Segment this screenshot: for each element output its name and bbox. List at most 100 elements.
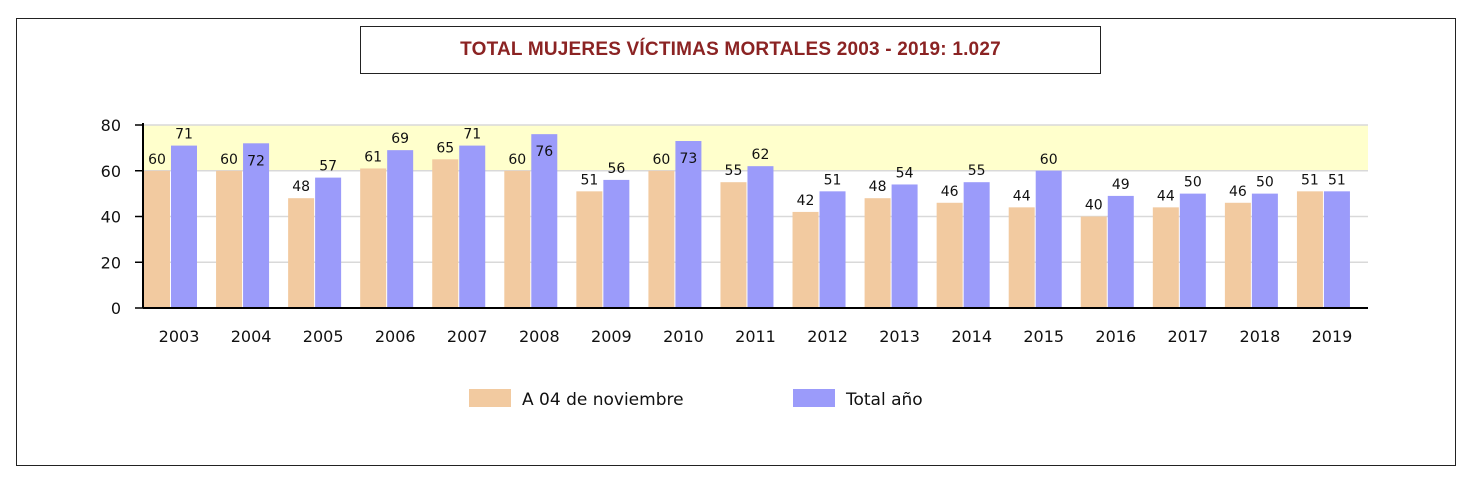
- data-label-b-2013: 54: [896, 165, 914, 181]
- bar-b-2013: [891, 184, 918, 308]
- data-label-a-2013: 48: [869, 179, 887, 195]
- data-label-b-2005: 57: [319, 159, 337, 175]
- data-label-b-2014: 55: [968, 163, 986, 179]
- bar-b-2015: [1035, 170, 1062, 308]
- bar-a-2012: [792, 211, 819, 308]
- bar-b-2017: [1179, 193, 1206, 308]
- data-label-a-2010: 60: [652, 152, 670, 168]
- x-tick-label-2007: 2007: [447, 327, 488, 346]
- bar-a-2015: [1008, 207, 1035, 308]
- y-tick-label-20: 20: [101, 253, 121, 272]
- data-label-b-2007: 71: [463, 127, 481, 143]
- data-label-b-2011: 62: [752, 147, 770, 163]
- bar-a-2004: [216, 170, 243, 308]
- data-label-b-2012: 51: [824, 172, 842, 188]
- data-label-a-2007: 65: [436, 140, 454, 156]
- axes: [142, 123, 1368, 309]
- x-tick-label-2008: 2008: [519, 327, 560, 346]
- data-label-b-2017: 50: [1184, 175, 1202, 191]
- bars: [144, 134, 1350, 308]
- bar-a-2006: [360, 168, 387, 308]
- data-label-b-2009: 56: [607, 161, 625, 177]
- data-label-b-2003: 71: [175, 127, 193, 143]
- x-tick-label-2018: 2018: [1240, 327, 1281, 346]
- legend-swatch-a: [469, 389, 511, 407]
- data-label-a-2005: 48: [292, 179, 310, 195]
- bar-a-2018: [1224, 202, 1251, 308]
- x-tick-label-2010: 2010: [663, 327, 704, 346]
- x-tick-label-2009: 2009: [591, 327, 632, 346]
- bar-a-2011: [720, 182, 747, 308]
- plot-band: [143, 125, 1368, 171]
- y-tick-label-60: 60: [101, 162, 121, 181]
- data-label-b-2008: 76: [535, 144, 553, 160]
- y-tick-label-80: 80: [101, 116, 121, 135]
- bar-b-2005: [315, 177, 342, 308]
- data-label-a-2008: 60: [508, 152, 526, 168]
- data-label-b-2016: 49: [1112, 177, 1130, 193]
- bar-a-2007: [432, 159, 459, 308]
- x-tick-label-2011: 2011: [735, 327, 776, 346]
- data-label-b-2015: 60: [1040, 152, 1058, 168]
- bar-b-2007: [459, 145, 486, 308]
- data-label-a-2017: 44: [1157, 188, 1175, 204]
- data-label-b-2010: 73: [679, 151, 697, 167]
- bar-b-2019: [1323, 191, 1350, 308]
- x-tick-label-2015: 2015: [1023, 327, 1064, 346]
- bar-a-2016: [1080, 216, 1107, 308]
- legend-label-b: Total año: [845, 390, 923, 410]
- x-tick-label-2013: 2013: [879, 327, 920, 346]
- data-label-a-2009: 51: [580, 172, 598, 188]
- bar-b-2012: [819, 191, 846, 308]
- bar-a-2017: [1152, 207, 1179, 308]
- legend: A 04 de noviembre Total año: [469, 389, 923, 410]
- bar-b-2018: [1251, 193, 1278, 308]
- data-label-b-2018: 50: [1256, 175, 1274, 191]
- data-label-a-2015: 44: [1013, 188, 1031, 204]
- chart-title: TOTAL MUJERES VÍCTIMAS MORTALES 2003 - 2…: [460, 39, 1001, 60]
- bar-b-2011: [747, 166, 774, 308]
- data-label-b-2004: 72: [247, 153, 265, 169]
- data-label-a-2006: 61: [364, 149, 382, 165]
- legend-swatch-b: [793, 389, 835, 407]
- y-tick-label-0: 0: [111, 299, 121, 318]
- x-tick-label-2014: 2014: [951, 327, 992, 346]
- bar-b-2009: [603, 179, 630, 308]
- bar-b-2004: [243, 143, 270, 308]
- bar-b-2016: [1107, 195, 1134, 308]
- chart-title-box: TOTAL MUJERES VÍCTIMAS MORTALES 2003 - 2…: [360, 26, 1101, 74]
- x-tick-label-2016: 2016: [1095, 327, 1136, 346]
- x-axis-ticks: 2003 2004 2005 2006 2007 2008 2009 2010 2011 2012…: [159, 327, 1353, 346]
- bar-b-2010: [675, 141, 702, 308]
- data-label-a-2016: 40: [1085, 198, 1103, 214]
- x-tick-label-2019: 2019: [1312, 327, 1353, 346]
- data-label-a-2011: 55: [725, 163, 743, 179]
- y-axis-ticks: 0 20 40 60 80: [101, 116, 143, 318]
- data-label-a-2018: 46: [1229, 184, 1247, 200]
- bar-a-2009: [576, 191, 603, 308]
- x-tick-label-2017: 2017: [1167, 327, 1208, 346]
- data-label-a-2004: 60: [220, 152, 238, 168]
- bar-a-2005: [288, 198, 315, 308]
- data-label-b-2006: 69: [391, 131, 409, 147]
- y-tick-label-40: 40: [101, 208, 121, 227]
- bar-b-2003: [171, 145, 197, 308]
- data-label-a-2012: 42: [797, 193, 815, 209]
- x-tick-label-2005: 2005: [303, 327, 344, 346]
- bar-a-2003: [144, 170, 170, 308]
- x-tick-label-2004: 2004: [231, 327, 272, 346]
- bar-a-2010: [648, 170, 675, 308]
- bar-a-2013: [864, 198, 891, 308]
- bar-a-2019: [1296, 191, 1323, 308]
- data-labels: 60 71 60 72 48 57 61 69 65 71 60 76 51 56 60 73 55 62 42 51…: [148, 127, 1346, 214]
- bar-a-2008: [504, 170, 531, 308]
- data-label-a-2019: 51: [1301, 172, 1319, 188]
- data-label-b-2019: 51: [1328, 172, 1346, 188]
- legend-label-a: A 04 de noviembre: [522, 390, 684, 410]
- bar-b-2008: [531, 134, 558, 308]
- data-label-a-2003: 60: [148, 152, 166, 168]
- plot-background: [143, 125, 1368, 171]
- data-label-a-2014: 46: [941, 184, 959, 200]
- bar-b-2006: [387, 150, 414, 308]
